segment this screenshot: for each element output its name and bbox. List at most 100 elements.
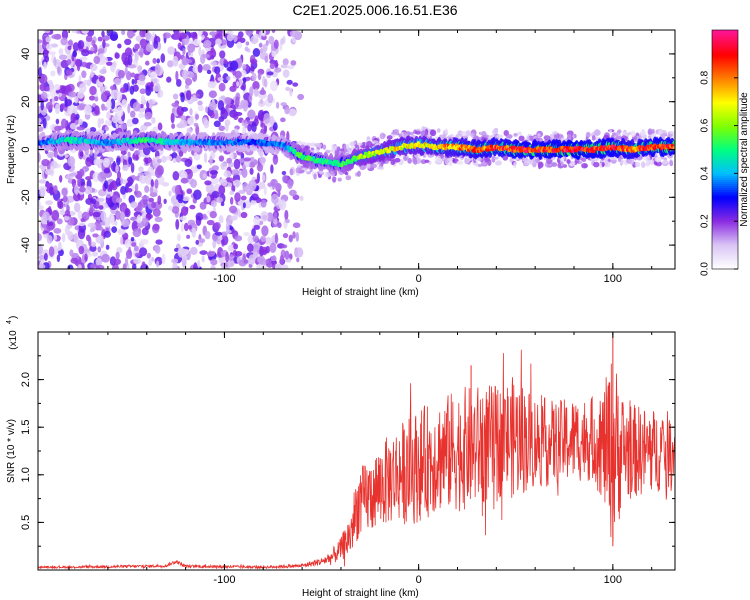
- colorbar-cell: [712, 93, 738, 97]
- noise-cell: [271, 260, 276, 269]
- noise-cell: [217, 100, 225, 111]
- noise-cell: [70, 257, 79, 264]
- noise-cell: [262, 113, 271, 124]
- colorbar-cell: [712, 179, 738, 182]
- noise-cell: [192, 38, 201, 47]
- noise-cell: [429, 129, 437, 137]
- noise-cell: [313, 173, 317, 180]
- noise-cell: [240, 195, 247, 201]
- noise-cell: [180, 177, 189, 184]
- noise-cell: [85, 176, 92, 181]
- noise-cell: [280, 102, 287, 107]
- noise-cell: [289, 30, 299, 38]
- noise-cell: [48, 246, 55, 257]
- noise-cell: [543, 135, 551, 141]
- noise-cell: [59, 209, 65, 216]
- noise-cell: [252, 80, 260, 91]
- noise-cell: [144, 185, 150, 193]
- noise-cell: [149, 98, 153, 109]
- noise-cell: [53, 148, 58, 158]
- noise-cell: [74, 96, 79, 104]
- colorbar-cell: [712, 231, 738, 234]
- noise-cell: [131, 242, 137, 247]
- noise-cell: [299, 195, 304, 201]
- colorbar-cell: [712, 73, 738, 77]
- noise-cell: [175, 155, 182, 163]
- colorbar-cell: [712, 219, 738, 222]
- colorbar-label: Normalized spectral amplitude: [739, 92, 750, 227]
- noise-cell: [210, 47, 215, 53]
- colorbar-cell: [712, 39, 738, 43]
- noise-cell: [38, 164, 44, 169]
- noise-cell: [102, 39, 106, 49]
- noise-cell: [370, 163, 377, 169]
- noise-cell: [250, 66, 255, 72]
- noise-cell: [260, 199, 267, 208]
- colorbar-cell: [712, 191, 738, 194]
- noise-cell: [209, 111, 215, 119]
- noise-cell: [100, 84, 104, 94]
- noise-cell: [224, 97, 232, 104]
- noise-cell: [155, 239, 163, 245]
- x-tick-label: 100: [604, 574, 622, 586]
- noise-cell: [163, 198, 167, 205]
- noise-cell: [284, 209, 289, 221]
- y-axis-label: Frequency (Hz): [6, 115, 17, 184]
- noise-cell: [195, 212, 204, 221]
- colorbar-cell: [712, 83, 738, 87]
- noise-cell: [185, 206, 189, 212]
- noise-cell: [216, 238, 222, 245]
- noise-cell: [134, 190, 142, 198]
- noise-cell: [197, 30, 203, 37]
- noise-cell: [246, 30, 253, 37]
- x-tick-label: -100: [213, 574, 235, 586]
- noise-cell: [260, 246, 268, 256]
- noise-cell: [270, 178, 278, 187]
- noise-cell: [54, 125, 62, 132]
- noise-cell: [336, 146, 341, 152]
- noise-cell: [129, 85, 135, 95]
- noise-cell: [44, 55, 50, 63]
- noise-cell: [58, 48, 64, 56]
- noise-cell: [67, 231, 74, 241]
- noise-cell: [97, 118, 102, 129]
- noise-cell: [537, 161, 544, 169]
- noise-cell: [59, 175, 63, 183]
- noise-cell: [132, 263, 137, 269]
- noise-cell: [172, 55, 179, 67]
- colorbar-cell: [712, 77, 738, 81]
- noise-cell: [407, 157, 412, 164]
- y-tick-label: 1.0: [20, 467, 32, 482]
- noise-cell: [345, 175, 352, 181]
- noise-cell: [604, 161, 611, 168]
- noise-cell: [39, 73, 48, 84]
- noise-cell: [261, 87, 265, 95]
- noise-cell: [98, 205, 104, 210]
- x-tick-label: 0: [416, 574, 422, 586]
- noise-cell: [92, 233, 99, 238]
- noise-cell: [105, 244, 110, 250]
- noise-cell: [177, 247, 187, 256]
- noise-cell: [138, 175, 147, 184]
- noise-cell: [249, 167, 254, 175]
- noise-cell: [280, 117, 286, 123]
- noise-cell: [197, 260, 201, 269]
- noise-cell: [274, 232, 278, 244]
- noise-cell: [92, 43, 98, 54]
- noise-cell: [562, 164, 568, 168]
- colorbar-cell: [712, 47, 738, 51]
- colorbar-cell: [712, 121, 738, 125]
- noise-cell: [51, 34, 60, 40]
- noise-cell: [171, 108, 176, 114]
- noise-cell: [286, 65, 295, 70]
- noise-cell: [124, 66, 128, 76]
- noise-cell: [190, 246, 198, 256]
- noise-cell: [165, 155, 173, 161]
- noise-cell: [178, 32, 187, 40]
- noise-cell: [149, 186, 154, 195]
- noise-cell: [139, 38, 148, 49]
- noise-cell: [74, 184, 80, 196]
- noise-cell: [261, 174, 266, 182]
- noise-cell: [117, 69, 126, 79]
